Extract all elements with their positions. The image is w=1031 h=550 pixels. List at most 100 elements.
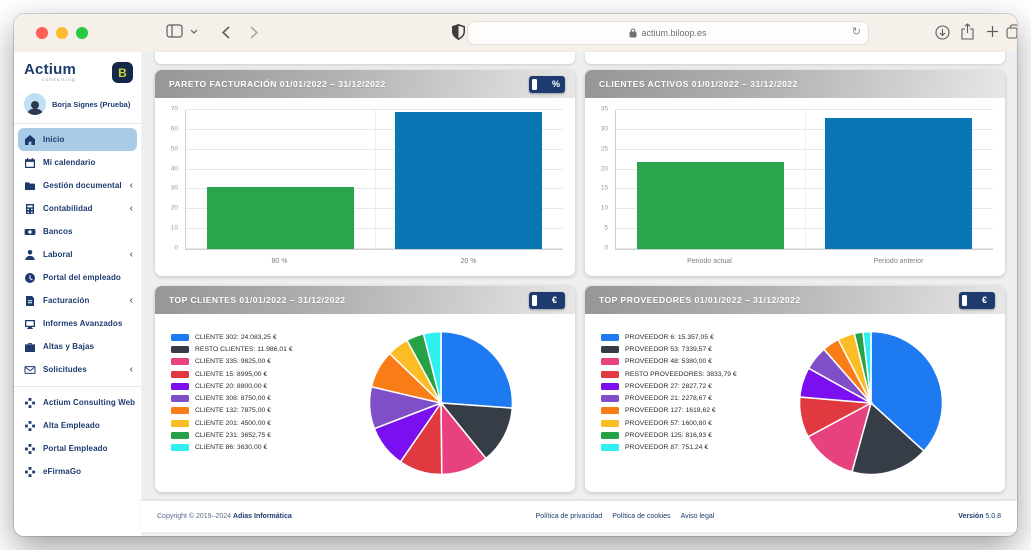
legend-item-proveedor-53: PROVEEDOR 53: 7339,57 € [601,343,783,355]
pie-slice-proveedor-6 [870,330,944,453]
legend-item-proveedor-125: PROVEEDOR 125: 816,93 € [601,429,783,441]
report-icon [24,318,36,330]
legend-swatch [601,432,619,440]
bar-20 [395,112,543,249]
chevron-left-icon: ‹ [129,249,133,260]
legend-swatch [171,395,189,403]
legend-swatch [601,419,619,427]
sidebar-item-actium-consulting-web[interactable]: Actium Consulting Web [14,391,141,414]
privacy-shield-icon[interactable] [452,24,465,40]
chevron-left-icon: ‹ [129,295,133,306]
sidebar-item-label: Alta Empleado [43,421,100,430]
legend-label: PROVEEDOR 48: 5380,00 € [625,358,712,366]
legend-item-cliente-15: CLIENTE 15: 8995,00 € [171,368,353,380]
footer-link-politica-de-cookies[interactable]: Política de cookies [612,513,671,520]
euro-toggle-button[interactable]: € [529,291,565,309]
legend-label: PROVEEDOR 57: 1600,80 € [625,419,712,427]
bar-periodo-anterior [825,117,973,249]
sidebar-item-label: Altas y Bajas [43,342,95,351]
user-name: Borja Signes (Prueba) [52,99,131,109]
footer-link-aviso-legal[interactable]: Aviso legal [680,513,715,520]
user-profile[interactable]: Borja Signes (Prueba) [14,87,141,123]
money-icon [24,226,36,238]
legend-item-proveedor-21: PROVEEDOR 21: 2278,67 € [601,392,783,404]
legend-item-cliente-20: CLIENTE 20: 8800,00 € [171,380,353,392]
legend-label: CLIENTE 335: 9825,00 € [195,358,271,366]
legend-label: CLIENTE 15: 8995,00 € [195,370,268,378]
footer-link-politica-de-privacidad[interactable]: Política de privacidad [535,513,603,520]
sidebar-item-efirmago[interactable]: eFirmaGo [14,460,141,483]
gridline [804,110,806,249]
sidebar-item-label: Laboral [43,250,73,259]
new-tab-icon[interactable] [986,25,999,38]
panel-pareto-facturacion: PARETO FACTURACIÓN 01/01/2022 – 31/12/20… [155,70,575,276]
legend-item-cliente-201: CLIENTE 201: 4500,00 € [171,417,353,429]
bar-periodo-actual [636,161,784,249]
sidebar-item-informes-avanzados[interactable]: Informes Avanzados [14,312,141,335]
reload-icon[interactable]: ↻ [851,26,861,38]
euro-toggle-button[interactable]: € [959,291,995,309]
briefcase-icon [24,341,36,353]
legend-label: CLIENTE 20: 8800,00 € [195,382,268,390]
sidebar-item-laboral[interactable]: Laboral ‹ [14,243,141,266]
legend-swatch [601,345,619,353]
sidebar-item-facturacion[interactable]: Facturación ‹ [14,289,141,312]
legend-item-proveedor-57: PROVEEDOR 57: 1600,80 € [601,417,783,429]
close-window-button[interactable] [36,27,48,39]
minimize-window-button[interactable] [56,27,68,39]
sidebar-item-contabilidad[interactable]: Contabilidad ‹ [14,197,141,220]
sidebar-item-portal-del-empleado[interactable]: Portal del empleado [14,266,141,289]
biloop-badge-icon[interactable]: B [112,62,133,83]
url-text: actium.biloop.es [641,28,707,38]
bar-chart: 0 5 10 15 20 25 30 35 [601,106,993,252]
clock-icon [24,272,36,284]
forward-icon[interactable] [250,26,258,39]
partial-panel [585,52,1005,64]
gridline: 35 [601,106,993,113]
legend-swatch [601,395,619,403]
sidebar-item-label: Facturación [43,296,90,305]
tab-overview-icon[interactable] [1006,24,1017,39]
percent-toggle-button[interactable]: % [529,75,565,93]
pie-slice-proveedor-87 [862,330,872,404]
back-icon[interactable] [222,26,230,39]
sidebar-item-label: Inicio [43,135,65,144]
pie-slice-cliente-302 [440,330,514,409]
legend-label: PROVEEDOR 21: 2278,67 € [625,395,712,403]
zoom-window-button[interactable] [76,27,88,39]
legend-swatch [601,444,619,452]
panel-clientes-activos: CLIENTES ACTIVOS 01/01/2022 – 31/12/2022… [585,70,1005,276]
legend-label: CLIENTE 86: 3630,00 € [195,444,268,452]
legend-swatch [171,358,189,366]
panel-header: PARETO FACTURACIÓN 01/01/2022 – 31/12/20… [155,70,575,98]
sidebar-item-inicio[interactable]: Inicio [18,128,137,151]
downloads-icon[interactable] [935,25,950,40]
sidebar-item-solicitudes[interactable]: Solicitudes ‹ [14,358,141,381]
chevron-left-icon: ‹ [129,203,133,214]
share-icon[interactable] [961,23,974,40]
sidebar-item-label: eFirmaGo [43,467,82,476]
footer-links: Política de privacidad Política de cookie… [536,513,715,520]
x-axis-label: Periodo anterior [873,258,924,265]
sidebar-item-portal-empleado[interactable]: Portal Empleado [14,437,141,460]
pie-slice-proveedor-53 [851,401,925,476]
panel-top-proveedores: TOP PROVEEDORES 01/01/2022 – 31/12/2022 … [585,286,1005,492]
legend-item-resto-clientes: RESTO CLIENTES: 11.986,01 € [171,343,353,355]
chevron-down-icon[interactable] [190,29,198,34]
pie-legend: PROVEEDOR 6: 15.357,05 € PROVEEDOR 53: 73… [601,331,783,492]
panel-title: PARETO FACTURACIÓN 01/01/2022 – 31/12/20… [169,79,386,89]
grid-icon [24,397,36,409]
browser-window: actium.biloop.es ↻ Actium consulting [14,14,1017,536]
legend-item-cliente-231: CLIENTE 231: 3652,75 € [171,429,353,441]
sidebar-item-bancos[interactable]: Bancos [14,220,141,243]
chevron-left-icon: ‹ [129,364,133,375]
sidebar-item-gestion-documental[interactable]: Gestión documental ‹ [14,174,141,197]
legend-swatch [601,407,619,415]
legend-label: RESTO CLIENTES: 11.986,01 € [195,345,293,353]
address-bar[interactable]: actium.biloop.es ↻ [468,22,868,44]
sidebar-item-alta-empleado[interactable]: Alta Empleado [14,414,141,437]
sidebar-item-mi-calendario[interactable]: Mi calendario [14,151,141,174]
sidebar-toggle-icon[interactable] [166,24,183,38]
sidebar-item-altas-y-bajas[interactable]: Altas y Bajas [14,335,141,358]
legend-label: PROVEEDOR 125: 816,93 € [625,432,712,440]
